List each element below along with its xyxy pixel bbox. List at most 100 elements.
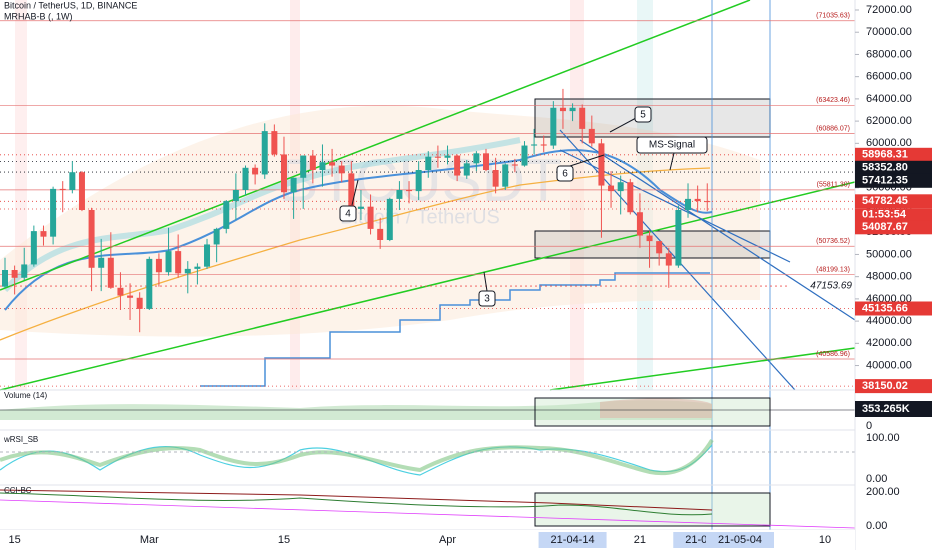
trend-line [549, 347, 856, 391]
candle-body [704, 201, 711, 203]
candle-body [59, 188, 66, 190]
price-tag: 54782.45 01:53:54 [855, 194, 932, 222]
candle-body [511, 164, 518, 166]
candle-body [88, 210, 95, 268]
y-tick-label: 70000.00 [866, 26, 912, 38]
candle-body [425, 156, 432, 170]
cci-line [0, 492, 713, 516]
candle-body [165, 251, 172, 273]
candle-body [319, 162, 326, 170]
time-highlight [538, 532, 607, 548]
zone-box [534, 492, 771, 527]
candle-body [30, 231, 37, 265]
price-tag-label: 57412.35 [862, 175, 908, 187]
price-tag-bg [855, 379, 932, 394]
candle-body [194, 266, 201, 269]
candle-body [300, 155, 307, 178]
symbol-title: Bitcoin / TetherUS, 1D, BINANCE [4, 0, 137, 10]
candle-body [559, 107, 566, 112]
x-tick-label: Mar [140, 534, 159, 546]
price-tag: 58352.80 [855, 160, 932, 175]
y-tick-label: 66000.00 [866, 71, 912, 83]
annotation: 3 [484, 294, 490, 305]
candle-body [2, 270, 8, 287]
annotation: MS-Signal [649, 140, 695, 151]
x-tick-label: 10 [819, 534, 831, 546]
candle-body [377, 228, 384, 240]
candle-body [329, 162, 336, 166]
x-tick-label: 21 [634, 534, 646, 546]
candle-body [280, 154, 287, 193]
countdown: 01:53:54 [862, 209, 907, 221]
callout: MS-Signal [636, 136, 708, 171]
y-tick-label: 64000.00 [866, 93, 912, 105]
step-line [200, 272, 710, 387]
y-tick-label: 62000.00 [866, 115, 912, 127]
cci-line [0, 489, 713, 511]
pane-title: CCI-BC [4, 486, 32, 495]
level-label: (55811.30) [817, 182, 850, 189]
time-axis [0, 530, 855, 550]
annotation: 4 [345, 209, 351, 220]
candle-body [11, 270, 18, 278]
candle-body [271, 131, 278, 155]
zone-box [534, 397, 771, 427]
y-tick-label: 44000.00 [866, 315, 912, 327]
x-tick-label: 15 [278, 534, 290, 546]
y-tick-label: 72000.00 [866, 4, 912, 16]
price-tag-label: 45135.66 [862, 302, 908, 314]
price-tag: 54087.67 [855, 220, 932, 235]
price-tag: 38150.02 [855, 379, 932, 394]
y-tick-label: 40000.00 [866, 359, 912, 371]
price-tag-bg [855, 194, 932, 209]
candle-body [261, 131, 268, 175]
x-tick-label: 21-05-04 [718, 534, 762, 546]
candle-body [184, 268, 191, 274]
annotation: 6 [562, 169, 568, 180]
candle-body [608, 185, 615, 192]
y-tick-label: 42000.00 [866, 337, 912, 349]
candle-body [598, 143, 605, 186]
candle-body [78, 172, 85, 210]
candle-body [656, 241, 663, 254]
candle-body [473, 153, 480, 164]
candle-body [69, 172, 76, 190]
price-tag-label: 54782.45 [862, 195, 908, 207]
candle-body [646, 235, 653, 242]
candle-body [309, 155, 316, 170]
annotation: 5 [640, 110, 646, 121]
countdown-bg [855, 208, 932, 222]
trend-line [0, 181, 856, 391]
time-highlight [706, 532, 774, 548]
volume-area [600, 398, 712, 418]
price-tag: 353.265K [855, 401, 932, 417]
pane-title: Volume (14) [4, 391, 47, 400]
trend-line [0, 0, 751, 291]
candle-body [579, 107, 586, 129]
candle-body [348, 173, 355, 209]
price-tag-bg [855, 301, 932, 316]
pane-label: 0.00 [866, 473, 887, 485]
level-label: (60886.07) [816, 125, 850, 132]
level-label: (63423.46) [816, 97, 850, 104]
candle-body [232, 190, 239, 202]
candle-body [406, 190, 413, 192]
candle-body [213, 228, 220, 245]
candle-body [540, 144, 547, 146]
callout: 3 [478, 271, 496, 307]
y-tick-label: 68000.00 [866, 48, 912, 60]
candle-body [386, 198, 393, 240]
price-tag: 45135.66 [855, 301, 932, 316]
candle-body [521, 145, 528, 166]
candle-body [146, 258, 153, 309]
candle-body [444, 155, 451, 158]
rsi-band [0, 438, 714, 476]
candle-body [617, 182, 624, 192]
price-tag: 58968.31 [855, 147, 932, 162]
x-tick-label: Apr [439, 534, 456, 546]
candle-body [117, 287, 124, 296]
trend-line [579, 139, 856, 321]
candle-body [675, 210, 682, 266]
price-tag-bg [855, 173, 932, 188]
